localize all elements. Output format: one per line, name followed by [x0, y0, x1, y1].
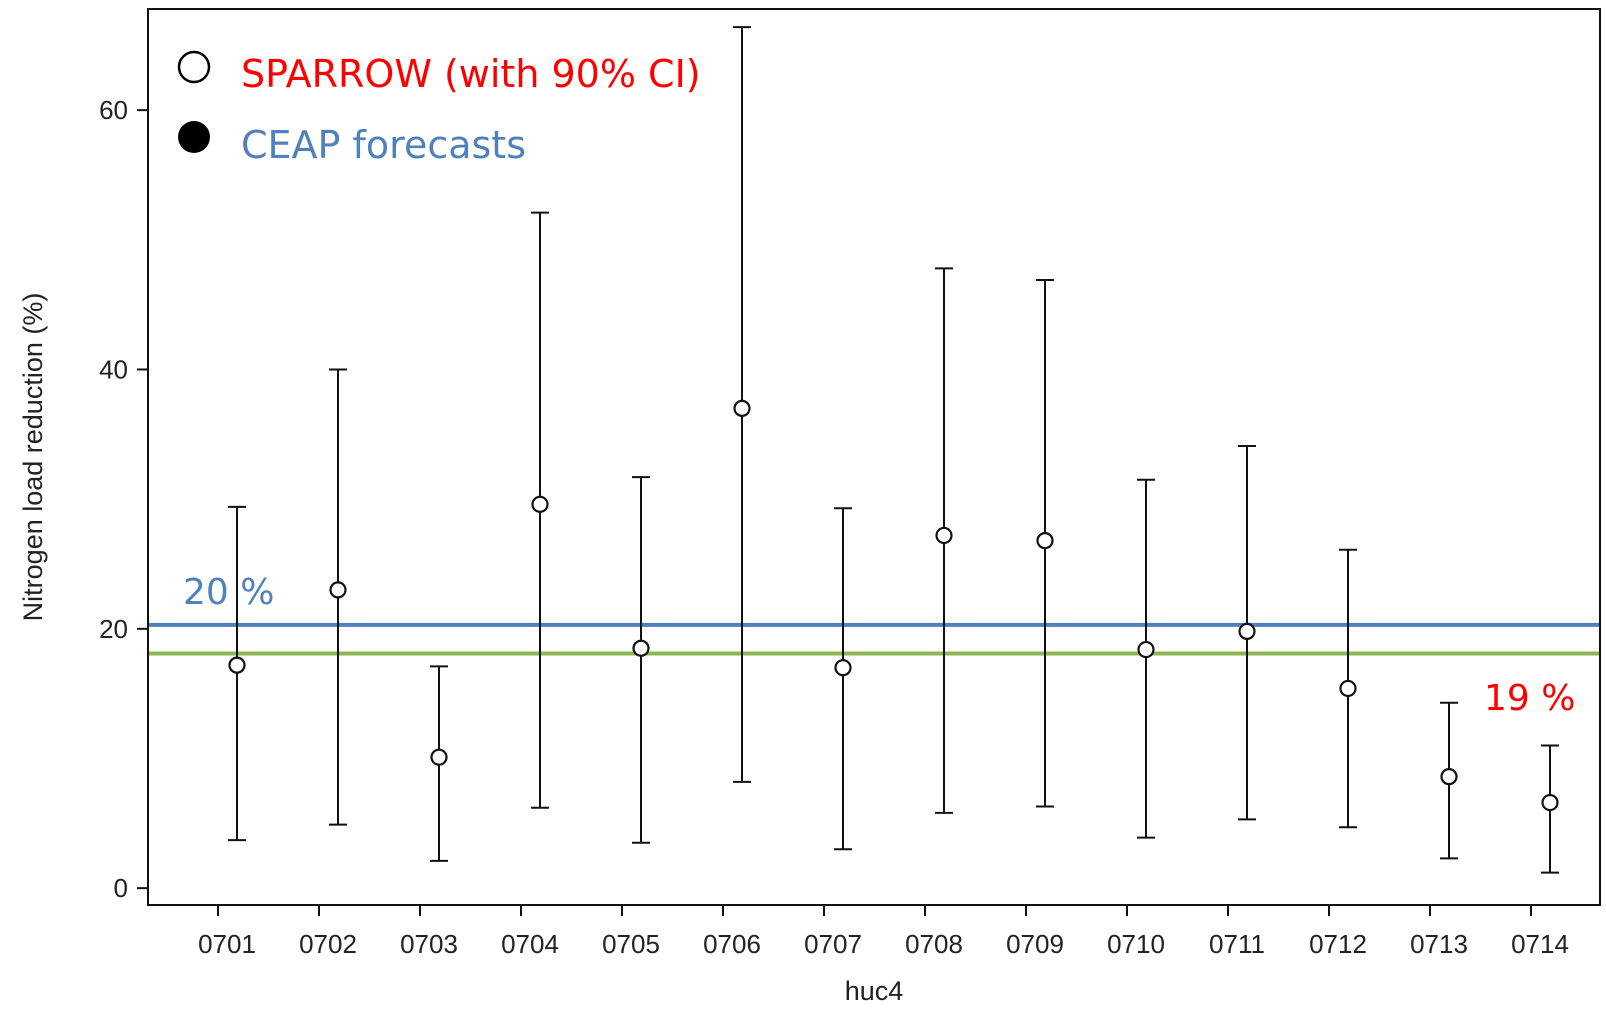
legend-sparrow-label: SPARROW (with 90% CI)	[241, 52, 701, 96]
data-points	[228, 399, 1559, 812]
x-tick-label: 0706	[703, 929, 761, 959]
annotation-19-percent: 19 %	[1484, 678, 1575, 719]
legend: SPARROW (with 90% CI) CEAP forecasts	[177, 50, 701, 167]
x-tick-label: 0702	[299, 929, 357, 959]
data-point-0701	[228, 656, 246, 674]
legend-ceap-label: CEAP forecasts	[241, 123, 526, 167]
y-tick-label: 0	[114, 873, 128, 903]
x-tick-label: 0707	[804, 929, 862, 959]
x-tick-label: 0709	[1006, 929, 1064, 959]
error-bar-0710	[1137, 478, 1155, 839]
y-tick-label: 20	[99, 614, 128, 644]
data-point-0703	[430, 748, 448, 766]
x-tick-label: 0701	[198, 929, 256, 959]
data-point-0707	[834, 659, 852, 677]
x-tick-label: 0711	[1209, 929, 1265, 959]
x-tick-label: 0713	[1410, 929, 1468, 959]
x-tick-label: 0705	[602, 929, 660, 959]
y-tick-label: 60	[99, 95, 128, 125]
data-point-0714	[1541, 793, 1559, 812]
x-tick-label: 0703	[400, 929, 458, 959]
data-point-0709	[1036, 532, 1054, 550]
x-tick-label: 0710	[1107, 929, 1165, 959]
x-tick-label: 0714	[1511, 929, 1569, 959]
data-point-0708	[935, 526, 953, 545]
data-point-0711	[1238, 622, 1256, 641]
plot-frame	[147, 8, 1601, 906]
x-tick-label: 0704	[501, 929, 559, 959]
error-bars	[228, 26, 1559, 874]
x-tick-label: 0712	[1309, 929, 1367, 959]
y-tick-label: 40	[99, 354, 128, 384]
x-axis: 0701 0702 0703 0704 0705 0706 0707 0708 0709 0710…	[198, 905, 1569, 959]
legend-open-circle-marker	[177, 50, 211, 84]
data-point-0712	[1339, 679, 1357, 698]
error-bar-0705	[632, 476, 650, 844]
data-point-0704	[531, 495, 549, 513]
legend-filled-circle-marker	[178, 121, 210, 153]
data-point-0702	[329, 581, 347, 599]
y-axis: 0 20 40 60	[99, 95, 148, 903]
data-point-0706	[733, 399, 751, 417]
data-point-0710	[1137, 640, 1155, 659]
x-axis-label: huc4	[845, 976, 904, 1006]
y-axis-label: Nitrogen load reduction (%)	[18, 293, 48, 622]
data-point-0705	[632, 639, 650, 657]
error-bar-0707	[834, 507, 852, 851]
data-point-0713	[1440, 768, 1458, 786]
x-tick-label: 0708	[905, 929, 963, 959]
annotation-20-percent: 20 %	[183, 572, 274, 613]
reference-lines	[148, 622, 1600, 656]
